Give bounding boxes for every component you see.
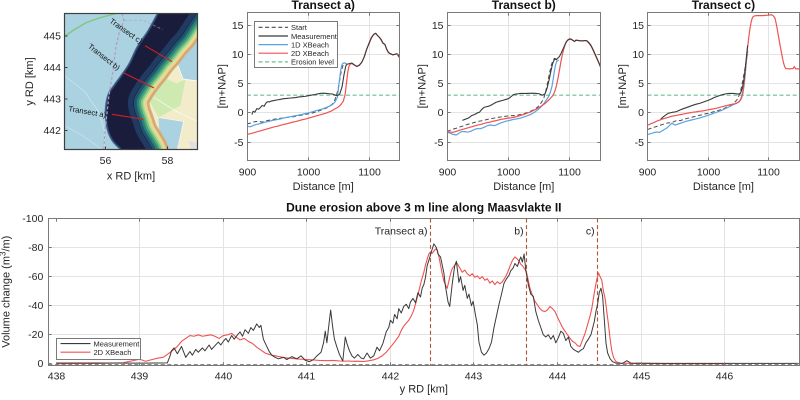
svg-text:10: 10 [432, 49, 444, 61]
svg-text:442: 442 [43, 125, 61, 137]
svg-text:Dune erosion above 3 m line al: Dune erosion above 3 m line along Maasvl… [286, 201, 561, 215]
svg-text:2D XBeach: 2D XBeach [94, 348, 132, 357]
svg-text:y RD [km]: y RD [km] [400, 384, 448, 396]
svg-text:Transect a): Transect a) [375, 226, 428, 238]
svg-text:Distance [m]: Distance [m] [293, 181, 354, 193]
svg-text:Measurement: Measurement [94, 339, 141, 348]
svg-text:1D XBeach: 1D XBeach [291, 40, 329, 49]
svg-text:-5: -5 [434, 137, 443, 149]
svg-text:10: 10 [232, 49, 244, 61]
svg-text:1100: 1100 [358, 166, 381, 178]
svg-text:0: 0 [438, 107, 444, 119]
svg-text:2D XBeach: 2D XBeach [291, 49, 329, 58]
svg-text:-5: -5 [635, 137, 644, 149]
svg-text:-40: -40 [28, 300, 43, 312]
svg-text:10: 10 [632, 49, 644, 61]
svg-text:439: 439 [131, 370, 149, 382]
svg-text:[m+NAP]: [m+NAP] [617, 64, 629, 108]
svg-text:[m+NAP]: [m+NAP] [216, 64, 228, 108]
svg-text:900: 900 [639, 166, 657, 178]
svg-text:0: 0 [37, 358, 43, 370]
svg-text:58: 58 [162, 155, 174, 167]
svg-text:Transect b): Transect b) [492, 0, 556, 12]
svg-text:56: 56 [100, 155, 112, 167]
svg-text:Transect c): Transect c) [692, 0, 755, 12]
svg-text:441: 441 [298, 370, 316, 382]
svg-text:1000: 1000 [697, 166, 721, 178]
svg-text:443: 443 [43, 94, 61, 106]
svg-text:0: 0 [238, 107, 244, 119]
svg-text:445: 445 [633, 370, 651, 382]
svg-text:Volume change (m3/m): Volume change (m3/m) [0, 236, 13, 348]
svg-text:5: 5 [438, 78, 444, 90]
svg-text:5: 5 [238, 78, 244, 90]
svg-text:y RD [km]: y RD [km] [24, 57, 36, 105]
svg-text:15: 15 [632, 20, 644, 32]
svg-text:Measurement: Measurement [291, 32, 338, 41]
svg-text:1100: 1100 [757, 166, 780, 178]
svg-text:Transect a): Transect a) [292, 0, 355, 12]
svg-text:-5: -5 [234, 137, 243, 149]
svg-text:15: 15 [432, 20, 444, 32]
svg-text:900: 900 [239, 166, 257, 178]
svg-text:444: 444 [549, 370, 567, 382]
svg-text:5: 5 [638, 78, 644, 90]
svg-text:-60: -60 [28, 271, 43, 283]
svg-text:444: 444 [43, 62, 61, 74]
svg-text:Erosion level: Erosion level [291, 58, 334, 67]
svg-text:440: 440 [215, 370, 233, 382]
svg-text:b): b) [514, 226, 523, 238]
svg-text:-80: -80 [28, 242, 43, 254]
svg-text:900: 900 [439, 166, 457, 178]
svg-text:1100: 1100 [558, 166, 581, 178]
svg-text:1000: 1000 [297, 166, 321, 178]
svg-text:442: 442 [382, 370, 400, 382]
svg-text:445: 445 [43, 31, 61, 43]
svg-text:Start: Start [291, 23, 308, 32]
svg-text:c): c) [586, 226, 595, 238]
svg-text:x RD [km]: x RD [km] [107, 171, 155, 183]
svg-text:[m+NAP]: [m+NAP] [416, 64, 428, 108]
svg-text:-20: -20 [28, 329, 43, 341]
svg-text:443: 443 [465, 370, 483, 382]
svg-text:0: 0 [638, 107, 644, 119]
svg-text:438: 438 [48, 370, 66, 382]
svg-text:15: 15 [232, 20, 244, 32]
svg-text:1000: 1000 [497, 166, 521, 178]
svg-text:-100: -100 [22, 213, 43, 225]
svg-text:446: 446 [716, 370, 734, 382]
svg-text:Distance [m]: Distance [m] [693, 181, 754, 193]
svg-text:Distance [m]: Distance [m] [493, 181, 554, 193]
